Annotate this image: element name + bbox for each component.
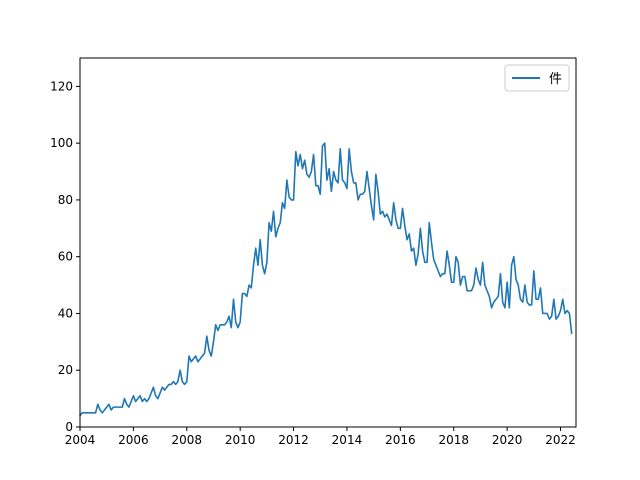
x-axis: 2004 2006 2008 2010 2012 2014 2016 2018 2020 2022 (65, 427, 576, 447)
y-tick-label: 40 (58, 306, 73, 320)
x-tick-label: 2020 (492, 433, 523, 447)
x-tick-label: 2012 (278, 433, 309, 447)
legend-label: 件 (549, 72, 562, 87)
x-tick-label: 2018 (438, 433, 469, 447)
y-tick-label: 80 (58, 193, 73, 207)
series-layer (79, 142, 573, 417)
y-axis: 0 20 40 60 80 100 120 (50, 79, 80, 434)
axes-frame (79, 57, 577, 428)
series-line-0 (79, 142, 573, 417)
x-tick-label: 2016 (385, 433, 416, 447)
y-tick-label: 60 (58, 250, 73, 264)
x-tick-label: 2014 (332, 433, 363, 447)
y-tick-label: 120 (50, 79, 73, 93)
x-tick-label: 2008 (172, 433, 203, 447)
y-tick-label: 20 (58, 363, 73, 377)
x-tick-label: 2004 (65, 433, 96, 447)
y-tick-label: 100 (50, 136, 73, 150)
x-tick-label: 2006 (118, 433, 149, 447)
x-tick-label: 2010 (225, 433, 256, 447)
x-tick-label: 2022 (545, 433, 576, 447)
y-tick-label: 0 (65, 420, 73, 434)
legend: 件 (504, 64, 570, 92)
